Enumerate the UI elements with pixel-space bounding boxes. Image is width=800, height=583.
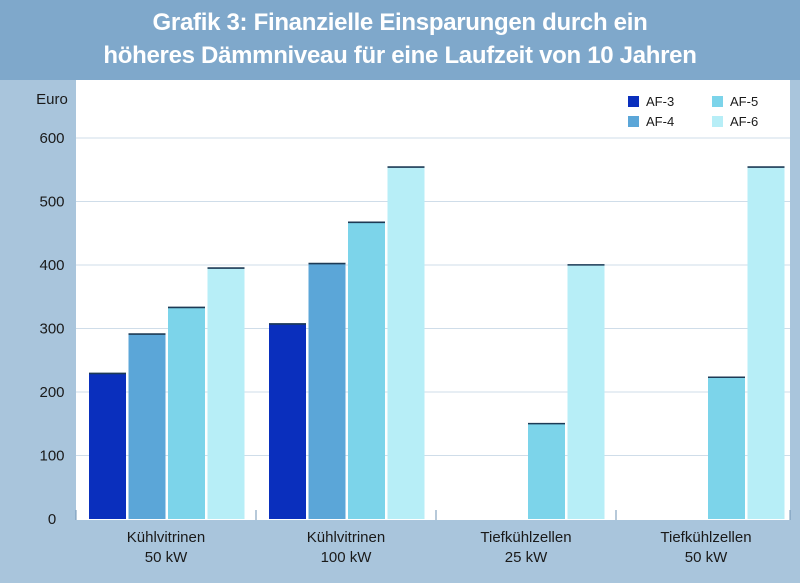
x-category-label: Kühlvitrinen	[127, 529, 205, 546]
legend-swatch-af-5	[712, 96, 723, 107]
legend-label-af-3: AF-3	[646, 94, 674, 109]
y-tick-label: 400	[39, 257, 64, 274]
bar-af-6-4	[747, 166, 785, 519]
y-tick-label: 0	[48, 511, 56, 528]
legend-label-af-5: AF-5	[730, 94, 758, 109]
x-category-label: Kühlvitrinen	[307, 529, 385, 546]
bar-af-5-3	[528, 423, 565, 519]
x-category-label: 25 kW	[505, 549, 548, 566]
x-category-label: Tiefkühlzellen	[660, 529, 751, 546]
legend-swatch-af-6	[712, 116, 723, 127]
x-category-label: 50 kW	[685, 549, 728, 566]
legend-label-af-6: AF-6	[730, 114, 758, 129]
y-tick-label: 500	[39, 194, 64, 211]
bar-af-3-1	[89, 372, 126, 519]
bar-af-6-1	[207, 267, 245, 519]
legend-label-af-4: AF-4	[646, 114, 674, 129]
legend-swatch-af-3	[628, 96, 639, 107]
bar-af-4-1	[128, 333, 166, 519]
y-tick-label: 200	[39, 384, 64, 401]
bar-af-3-2	[269, 323, 306, 519]
y-tick-label: 600	[39, 130, 64, 147]
bar-af-4-2	[308, 263, 346, 519]
chart-title-line-2: höheres Dämmniveau für eine Laufzeit von…	[103, 42, 697, 69]
bar-af-5-4	[708, 376, 745, 519]
bar-af-6-2	[387, 166, 425, 519]
x-category-label: 100 kW	[321, 549, 373, 566]
legend-swatch-af-4	[628, 116, 639, 127]
x-category-label: 50 kW	[145, 549, 188, 566]
chart-title-line-1: Grafik 3: Finanzielle Einsparungen durch…	[152, 9, 648, 36]
title-band	[0, 0, 800, 80]
y-tick-label: 100	[39, 448, 64, 465]
y-axis-label: Euro	[36, 91, 68, 108]
x-category-label: Tiefkühlzellen	[480, 529, 571, 546]
y-tick-label: 300	[39, 321, 64, 338]
bar-af-5-1	[168, 306, 205, 519]
bar-af-6-3	[567, 264, 605, 519]
bar-af-5-2	[348, 221, 385, 519]
